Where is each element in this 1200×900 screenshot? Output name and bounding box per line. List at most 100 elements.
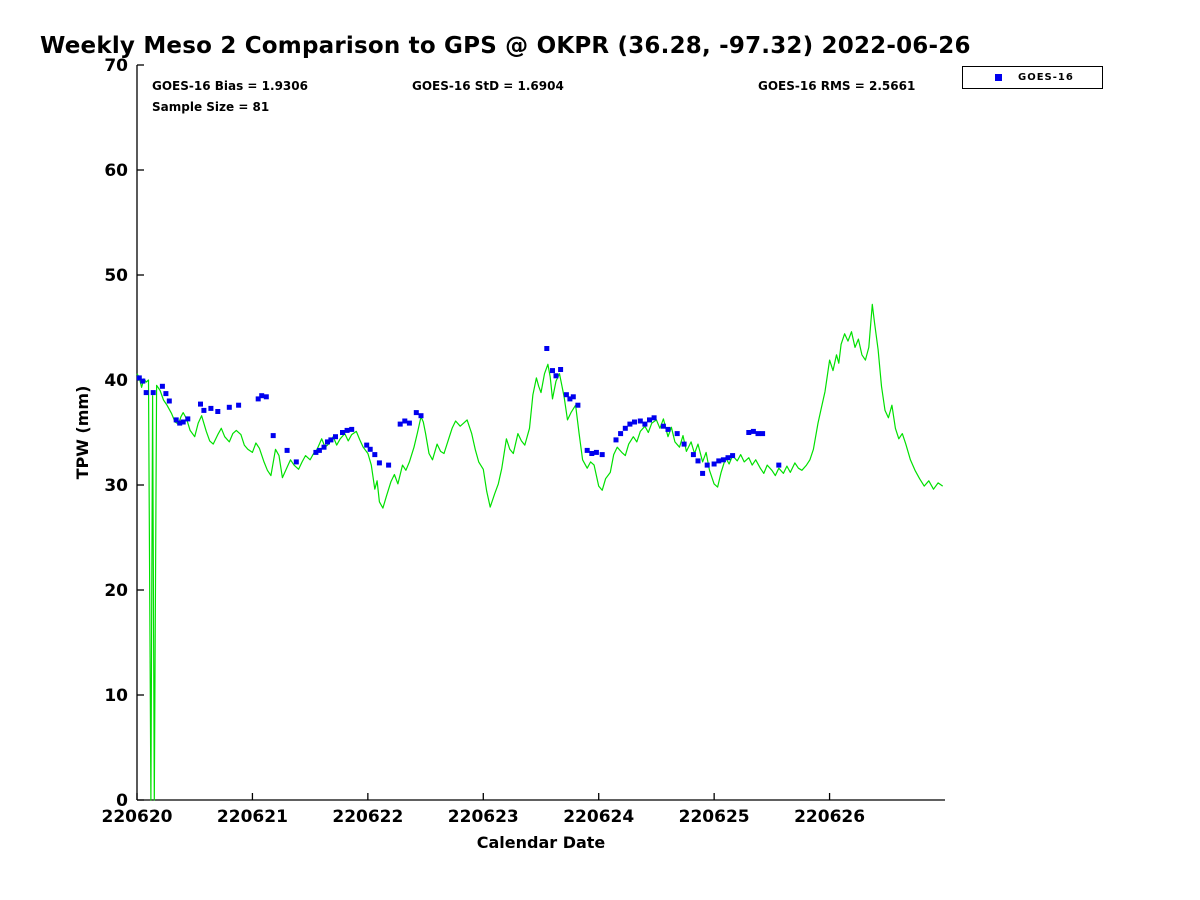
goes16-point — [695, 458, 701, 464]
goes16-point — [150, 390, 156, 396]
goes16-point — [704, 462, 710, 468]
goes16-point — [589, 451, 595, 456]
x-tick-label: 220622 — [332, 807, 403, 827]
goes16-point — [553, 373, 559, 379]
goes16-point — [402, 418, 408, 424]
goes16-point — [208, 405, 214, 411]
goes16-point — [328, 437, 334, 443]
goes16-point — [413, 410, 419, 416]
goes16-point — [674, 431, 680, 437]
y-axis-title: TPW (mm) — [73, 386, 92, 480]
goes16-point — [711, 461, 717, 467]
goes16-point — [550, 368, 555, 374]
stat-bias: GOES-16 Bias = 1.9306 — [152, 79, 308, 93]
goes16-point — [760, 431, 766, 437]
goes16-point — [198, 401, 203, 407]
goes16-point — [177, 420, 183, 426]
goes16-point — [364, 442, 370, 448]
goes16-point — [386, 462, 392, 468]
legend-label-goes16: GOES-16 — [1018, 72, 1074, 83]
goes16-point — [647, 417, 652, 423]
goes16-point — [255, 396, 261, 402]
goes16-point — [316, 447, 322, 453]
goes16-point — [418, 413, 424, 419]
x-tick-label: 220621 — [217, 807, 288, 827]
stat-sample-size: Sample Size = 81 — [152, 100, 270, 114]
goes16-point — [406, 420, 412, 426]
goes16-point — [263, 394, 269, 400]
goes16-point — [570, 394, 576, 400]
y-tick-label: 50 — [104, 266, 128, 286]
goes16-point — [321, 444, 327, 450]
gps-line — [136, 303, 944, 801]
goes16-point — [173, 417, 179, 423]
goes16-point — [140, 378, 146, 384]
goes16-point — [750, 428, 756, 434]
goes16-point — [367, 446, 373, 452]
goes16-point — [284, 447, 290, 453]
goes16-point — [185, 416, 191, 422]
goes16-point — [344, 427, 350, 433]
goes16-point — [163, 391, 169, 397]
x-axis-title: Calendar Date — [477, 833, 606, 852]
y-tick-label: 40 — [104, 371, 128, 391]
goes16-point — [622, 425, 628, 431]
goes16-point — [755, 431, 761, 437]
goes16-point — [372, 452, 378, 458]
x-tick-label: 220626 — [794, 807, 865, 827]
goes16-point — [642, 421, 648, 427]
goes16-point — [143, 390, 149, 396]
goes16-point — [136, 375, 142, 381]
goes16-point — [613, 437, 619, 443]
x-tick-label: 220624 — [563, 807, 634, 827]
goes16-point — [563, 392, 569, 398]
goes16-point — [180, 419, 186, 425]
goes16-point — [665, 426, 671, 432]
goes16-point — [226, 404, 232, 410]
goes16-point — [681, 441, 687, 447]
goes16-point — [716, 458, 722, 464]
goes16-point — [637, 418, 643, 424]
goes16-point — [618, 431, 624, 437]
goes16-point — [376, 460, 382, 466]
goes16-point — [776, 462, 782, 468]
goes16-point — [293, 459, 299, 465]
stat-rms: GOES-16 RMS = 2.5661 — [758, 79, 916, 93]
goes16-point — [700, 470, 706, 476]
goes16-point — [236, 402, 242, 408]
goes16-point — [333, 434, 338, 440]
goes16-point — [166, 398, 172, 404]
legend-box: GOES-16 — [962, 66, 1103, 89]
y-tick-label: 70 — [104, 56, 128, 76]
goes16-point — [599, 452, 605, 458]
x-tick-label: 220620 — [102, 807, 173, 827]
x-tick-label: 220623 — [448, 807, 519, 827]
goes16-point — [201, 407, 207, 413]
goes16-point — [325, 439, 330, 445]
goes16-point — [593, 449, 599, 455]
goes16-point — [159, 383, 165, 389]
y-tick-label: 60 — [104, 161, 128, 181]
goes16-point — [746, 430, 752, 435]
goes16-point — [660, 423, 666, 429]
goes16-point — [259, 393, 265, 399]
goes16-point — [632, 419, 637, 425]
goes16-point — [544, 346, 550, 351]
stat-std: GOES-16 StD = 1.6904 — [412, 79, 564, 93]
goes16-point — [349, 426, 355, 432]
goes16-point — [627, 421, 633, 427]
x-tick-label: 220625 — [679, 807, 750, 827]
goes16-point — [725, 455, 731, 461]
y-tick-label: 30 — [104, 476, 128, 496]
goes16-point — [720, 457, 726, 463]
goes16-point — [567, 396, 573, 402]
goes16-point — [270, 433, 276, 439]
goes16-point — [730, 453, 736, 459]
goes16-point — [313, 449, 319, 455]
y-tick-label: 10 — [104, 686, 128, 706]
y-tick-label: 20 — [104, 581, 128, 601]
goes16-point — [651, 415, 657, 421]
goes16-point — [584, 447, 590, 453]
goes16-point — [575, 402, 581, 408]
